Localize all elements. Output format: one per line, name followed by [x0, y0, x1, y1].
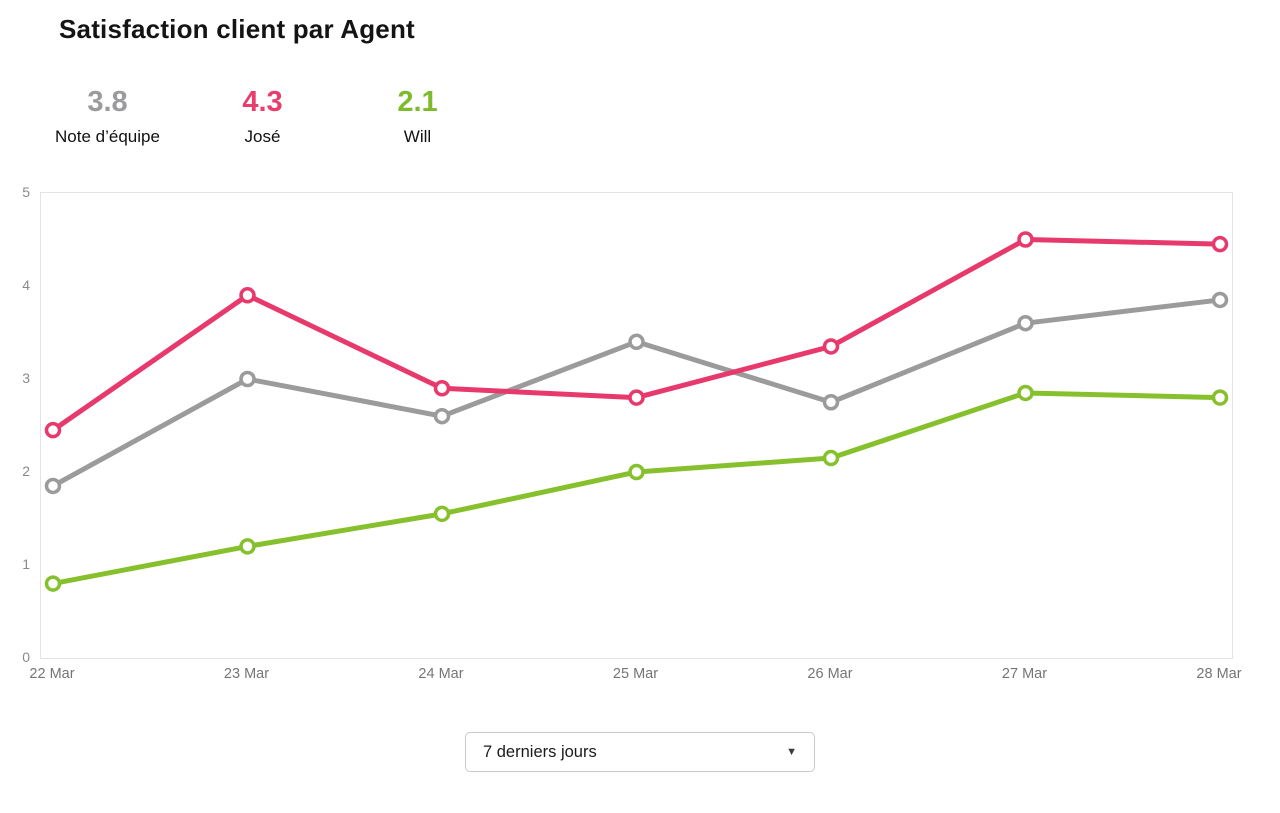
data-point-marker	[628, 463, 645, 481]
chevron-down-icon: ▼	[786, 745, 797, 758]
stat-value: 4.3	[242, 86, 283, 118]
period-dropdown[interactable]: 7 derniers jours ▼	[465, 732, 815, 772]
data-point-marker	[239, 538, 256, 555]
data-point-marker	[628, 389, 645, 406]
y-tick-label: 0	[22, 649, 30, 665]
data-point-marker	[1017, 384, 1034, 402]
stat-label: Note d’équipe	[55, 127, 160, 146]
period-dropdown-label: 7 derniers jours	[483, 742, 597, 761]
data-point-marker	[1211, 235, 1229, 253]
y-tick-label: 2	[22, 463, 30, 479]
data-point-marker	[239, 287, 256, 304]
data-point-marker	[822, 394, 840, 411]
stat-jose: 4.3 José	[185, 84, 340, 148]
data-point-marker	[628, 333, 645, 351]
plot-area	[40, 192, 1233, 659]
stat-team-rating: 3.8 Note d’équipe	[30, 84, 185, 148]
x-tick-label: 25 Mar	[612, 666, 659, 682]
x-tick-label: 26 Mar	[807, 666, 853, 682]
satisfaction-report-page: Satisfaction client par Agent 3.8 Note d…	[0, 12, 1280, 813]
page-title: Satisfaction client par Agent	[59, 14, 415, 44]
data-point-marker	[1211, 291, 1229, 309]
data-point-marker	[433, 380, 451, 397]
x-tick-label: 24 Mar	[418, 666, 464, 682]
stat-value: 2.1	[397, 86, 438, 118]
y-tick-label: 5	[22, 184, 30, 200]
line-series	[50, 390, 1223, 587]
y-tick-label: 3	[22, 370, 30, 386]
data-point-marker	[1211, 389, 1229, 406]
x-tick-label: 23 Mar	[223, 666, 270, 682]
stat-will: 2.1 Will	[340, 84, 495, 148]
stat-label: Will	[403, 127, 432, 146]
data-point-marker	[822, 449, 840, 467]
data-point-marker	[1017, 231, 1034, 248]
stats-row: 3.8 Note d’équipe 4.3 José 2.1 Will	[30, 84, 1280, 148]
stat-value: 3.8	[87, 86, 128, 118]
stat-label: José	[244, 127, 281, 146]
chart-svg	[44, 231, 1229, 592]
x-axis-labels: 22 Mar 23 Mar 24 Mar 25 Mar 26 Mar 27 Mar 28 M…	[0, 666, 1280, 690]
data-point-marker	[239, 370, 256, 388]
data-point-marker	[822, 338, 840, 355]
data-point-marker	[433, 407, 451, 425]
data-point-marker	[44, 421, 62, 439]
x-tick-label: 28 Mar	[1196, 666, 1242, 682]
y-tick-label: 4	[22, 277, 30, 293]
data-point-marker	[44, 575, 62, 592]
data-point-marker	[433, 505, 451, 523]
x-tick-label: 22 Mar	[29, 666, 75, 682]
y-tick-label: 1	[22, 556, 30, 572]
x-tick-label: 27 Mar	[1001, 666, 1048, 682]
data-point-marker	[1017, 314, 1034, 332]
chart: 0 1 2 3 4 5	[22, 184, 1233, 665]
data-point-marker	[44, 477, 62, 495]
